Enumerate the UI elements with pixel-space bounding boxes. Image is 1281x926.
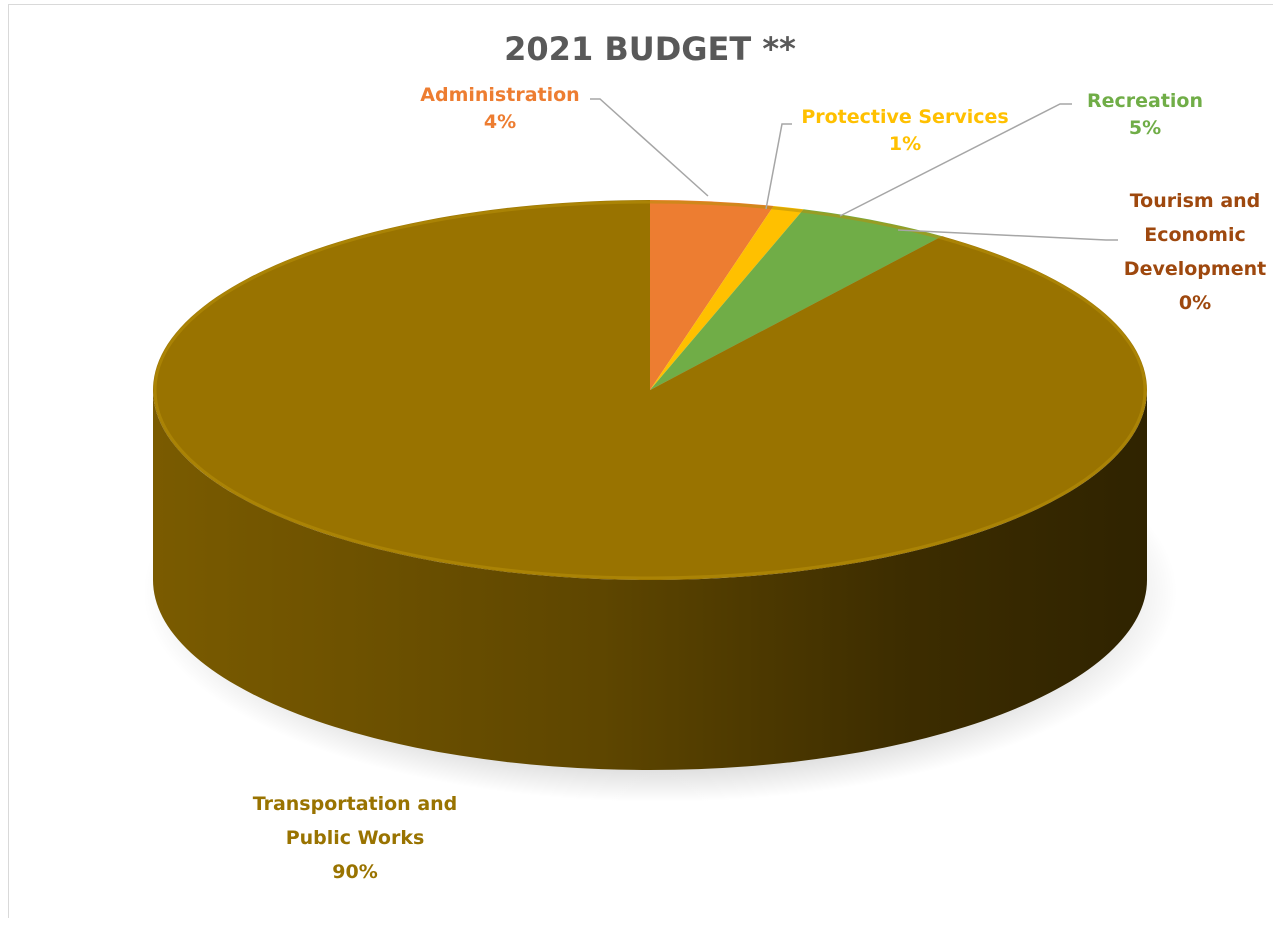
chart-title: 2021 BUDGET ** bbox=[504, 30, 796, 68]
label-protective-services: Protective Services 1% bbox=[790, 104, 1020, 158]
chart-frame bbox=[8, 4, 1273, 918]
label-transportation-line2: Public Works bbox=[285, 827, 425, 849]
label-tourism: Tourism and Economic Development 0% bbox=[1110, 184, 1280, 320]
label-tourism-line1: Tourism and bbox=[1129, 190, 1261, 212]
label-tourism-line3: Development bbox=[1123, 258, 1267, 280]
label-tourism-line2: Economic bbox=[1144, 224, 1246, 246]
label-administration-name: Administration bbox=[420, 84, 580, 106]
slice-recreation bbox=[650, 209, 943, 390]
label-administration-pct: 4% bbox=[483, 111, 517, 133]
label-protective-services-pct: 1% bbox=[888, 133, 922, 155]
leader-tourism bbox=[897, 229, 1118, 241]
pie-rim-highlight bbox=[153, 200, 1147, 580]
label-tourism-pct: 0% bbox=[1178, 292, 1212, 314]
leader-recreation bbox=[839, 103, 1072, 217]
slice-protective-services bbox=[650, 205, 804, 390]
slice-administration bbox=[650, 200, 774, 390]
label-recreation-name: Recreation bbox=[1086, 90, 1204, 112]
label-transportation: Transportation and Public Works 90% bbox=[225, 787, 485, 889]
label-transportation-line1: Transportation and bbox=[252, 793, 458, 815]
label-recreation-pct: 5% bbox=[1128, 117, 1162, 139]
pie-side-wall bbox=[153, 390, 1147, 770]
leader-administration bbox=[590, 98, 709, 197]
label-transportation-pct: 90% bbox=[332, 861, 378, 883]
label-administration: Administration 4% bbox=[405, 82, 595, 136]
label-protective-services-name: Protective Services bbox=[801, 106, 1009, 128]
label-recreation: Recreation 5% bbox=[1070, 88, 1220, 142]
leader-protective-services bbox=[765, 123, 792, 210]
slice-transportation-and-public-works bbox=[152, 200, 1147, 580]
